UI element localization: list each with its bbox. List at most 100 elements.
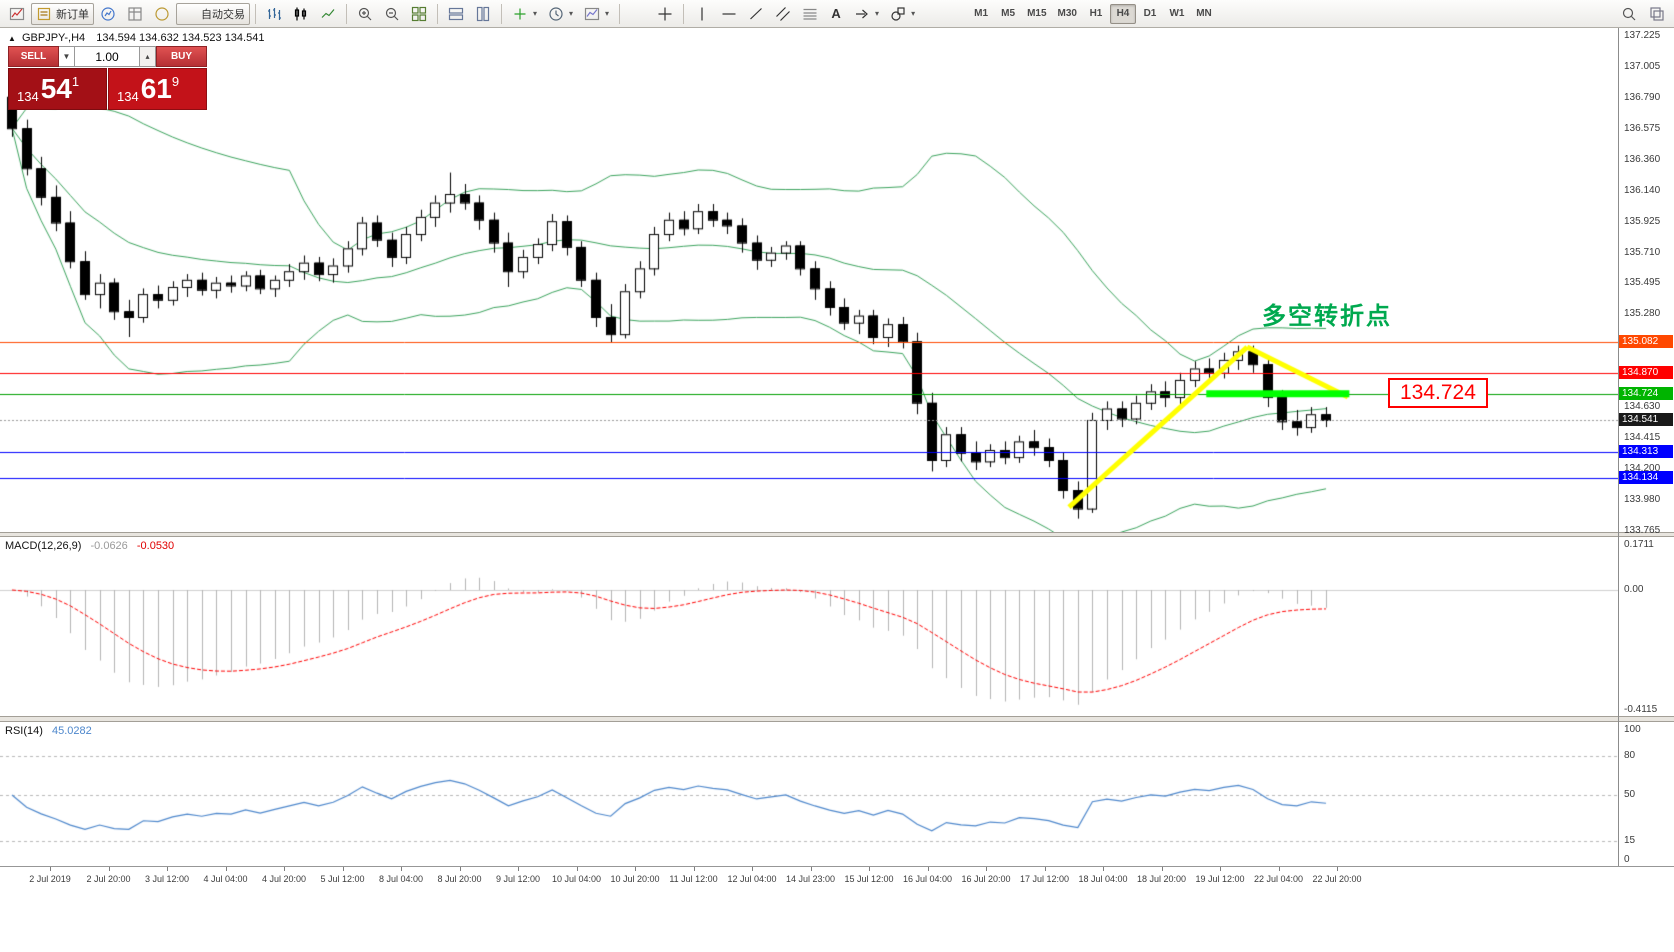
timeframe-mn[interactable]: MN	[1196, 8, 1212, 19]
price-marker-label: 134.541	[1619, 412, 1673, 426]
line-chart-button[interactable]	[315, 3, 341, 25]
sell-price-big: 54	[40, 73, 72, 104]
timeframe-d1[interactable]: D1	[1143, 8, 1157, 19]
data-window-icon	[128, 6, 142, 21]
volume-input[interactable]: 1.00	[75, 46, 140, 67]
scale-label: 135.280	[1624, 308, 1661, 320]
time-axis[interactable]: 2 Jul 2019 2 Jul 20:00 3 Jul 12:00 4 Jul 04…	[0, 866, 1674, 900]
zoom-in-button[interactable]	[352, 3, 378, 25]
volume-stepper[interactable]: ▴	[140, 46, 156, 67]
volume-dropdown[interactable]: ▼	[59, 46, 75, 67]
rsi-panel[interactable]: RSI(14) 45.0282	[0, 722, 1618, 866]
time-axis-tick	[869, 867, 870, 871]
time-axis-tick	[1161, 867, 1163, 871]
arrange-horizontal-button[interactable]	[443, 3, 469, 25]
market-watch-button[interactable]	[95, 3, 121, 25]
macd-panel[interactable]: MACD(12,26,9) -0.0626 -0.0530	[0, 537, 1618, 716]
timeframe-w1[interactable]: W1	[1169, 8, 1185, 19]
zoom-out-icon	[385, 7, 399, 20]
rsi-chart-canvas[interactable]	[0, 722, 1618, 866]
layers-button[interactable]	[1644, 3, 1670, 25]
time-axis-label: 19 Jul 12:00	[1195, 874, 1245, 884]
scale-label: 135.925	[1624, 215, 1661, 227]
tile-windows-button[interactable]	[406, 3, 432, 25]
sell-button[interactable]: SELL	[8, 46, 59, 67]
time-axis-label: 2 Jul 2019	[29, 874, 71, 884]
time-axis-tick	[167, 867, 168, 871]
vertical-line-tool-button[interactable]	[689, 3, 715, 25]
macd-chart-canvas[interactable]	[0, 537, 1618, 716]
text-tool-button[interactable]: A	[831, 6, 841, 21]
timeframe-h1[interactable]: H1	[1089, 8, 1103, 19]
scale-label: 136.140	[1624, 185, 1661, 197]
panel-divider[interactable]	[0, 716, 1674, 722]
candlestick-chart-button[interactable]	[288, 3, 314, 25]
autotrading-button[interactable]: 自动交易	[176, 2, 250, 25]
symbol-collapse-icon[interactable]: ▲	[8, 34, 16, 43]
zoom-out-button[interactable]	[379, 3, 405, 25]
cursor-tool-button[interactable]	[625, 3, 651, 25]
time-axis-tick	[927, 867, 929, 871]
clock-icon	[549, 6, 563, 21]
arrows-tool-button[interactable]: ▾	[849, 3, 884, 25]
toolbar-separator	[683, 3, 685, 24]
price-scale[interactable]: 137.225 137.005 136.790 136.575 136.360 136.1…	[1618, 0, 1674, 952]
new-chart-button[interactable]	[4, 3, 30, 25]
scale-label: 135.495	[1624, 277, 1661, 289]
price-marker-label: 135.082	[1619, 335, 1673, 349]
line-chart-icon	[321, 8, 335, 18]
timeframe-m5[interactable]: M5	[1001, 8, 1016, 19]
shapes-caret-icon: ▾	[911, 9, 916, 18]
search-button[interactable]	[1616, 3, 1642, 25]
arrange-vertical-button[interactable]	[470, 3, 496, 25]
shapes-tool-button[interactable]: ▾	[885, 3, 920, 25]
navigator-button[interactable]	[149, 3, 175, 25]
scale-label: 100	[1624, 724, 1641, 735]
main-chart-panel[interactable]: ▲ GBPJPY-,H4 134.594 134.632 134.523 134…	[0, 28, 1618, 532]
arrow-tool-icon	[856, 9, 868, 18]
crosshair-icon	[658, 7, 672, 20]
time-axis-tick	[342, 867, 344, 871]
time-axis-tick	[810, 867, 812, 871]
symbol-ohlc: 134.594 134.632 134.523 134.541	[96, 32, 265, 44]
time-axis-label: 17 Jul 12:00	[1019, 874, 1070, 884]
horizontal-line-tool-button[interactable]	[716, 3, 742, 25]
new-order-label: 新订单	[56, 8, 89, 21]
price-marker-label: 134.870	[1619, 365, 1673, 379]
sell-price-prefix: 134	[17, 89, 39, 104]
rsi-value: 45.0282	[51, 725, 92, 737]
scale-label: 134.200	[1624, 462, 1661, 474]
templates-button[interactable]: ▾	[579, 3, 614, 25]
timeframe-m1[interactable]: M1	[974, 8, 989, 19]
buy-price-box[interactable]: 134 61 9	[108, 68, 207, 110]
crosshair-tool-button[interactable]	[652, 3, 678, 25]
indicators-plus-icon	[514, 8, 526, 19]
rsi-label: RSI(14) 45.0282	[5, 725, 92, 737]
new-order-button[interactable]: 新订单	[31, 2, 94, 25]
timeframe-m15[interactable]: M15	[1027, 8, 1047, 19]
time-axis-label: 9 Jul 12:00	[495, 874, 541, 884]
horizontal-line-icon	[722, 12, 736, 15]
fibonacci-tool-button[interactable]	[797, 3, 823, 25]
channel-tool-button[interactable]	[770, 3, 796, 25]
buy-button[interactable]: BUY	[156, 46, 207, 67]
sell-price-box[interactable]: 134 54 1	[8, 68, 107, 110]
scale-label: 80	[1624, 750, 1636, 761]
candlestick-chart-canvas[interactable]	[0, 28, 1618, 532]
data-window-button[interactable]	[122, 3, 148, 25]
timeframe-m30[interactable]: M30	[1057, 8, 1077, 19]
time-axis-tick	[225, 867, 227, 871]
price-scale-separator	[1618, 28, 1619, 866]
bar-chart-button[interactable]	[261, 3, 287, 25]
tile-windows-icon	[411, 6, 427, 21]
panel-divider[interactable]	[0, 532, 1674, 537]
timeframe-h4[interactable]: H4	[1109, 3, 1136, 24]
trendline-tool-button[interactable]	[743, 3, 769, 25]
periods-button[interactable]: ▾	[543, 3, 578, 25]
trade-controls-row: SELL ▼ 1.00 ▴ BUY	[8, 46, 207, 67]
toolbar-right-group	[1616, 3, 1670, 25]
time-axis-label: 3 Jul 12:00	[144, 874, 190, 884]
time-axis-label: 8 Jul 20:00	[437, 874, 482, 884]
indicators-button[interactable]: ▾	[507, 3, 542, 25]
toolbar-separator	[255, 3, 256, 24]
